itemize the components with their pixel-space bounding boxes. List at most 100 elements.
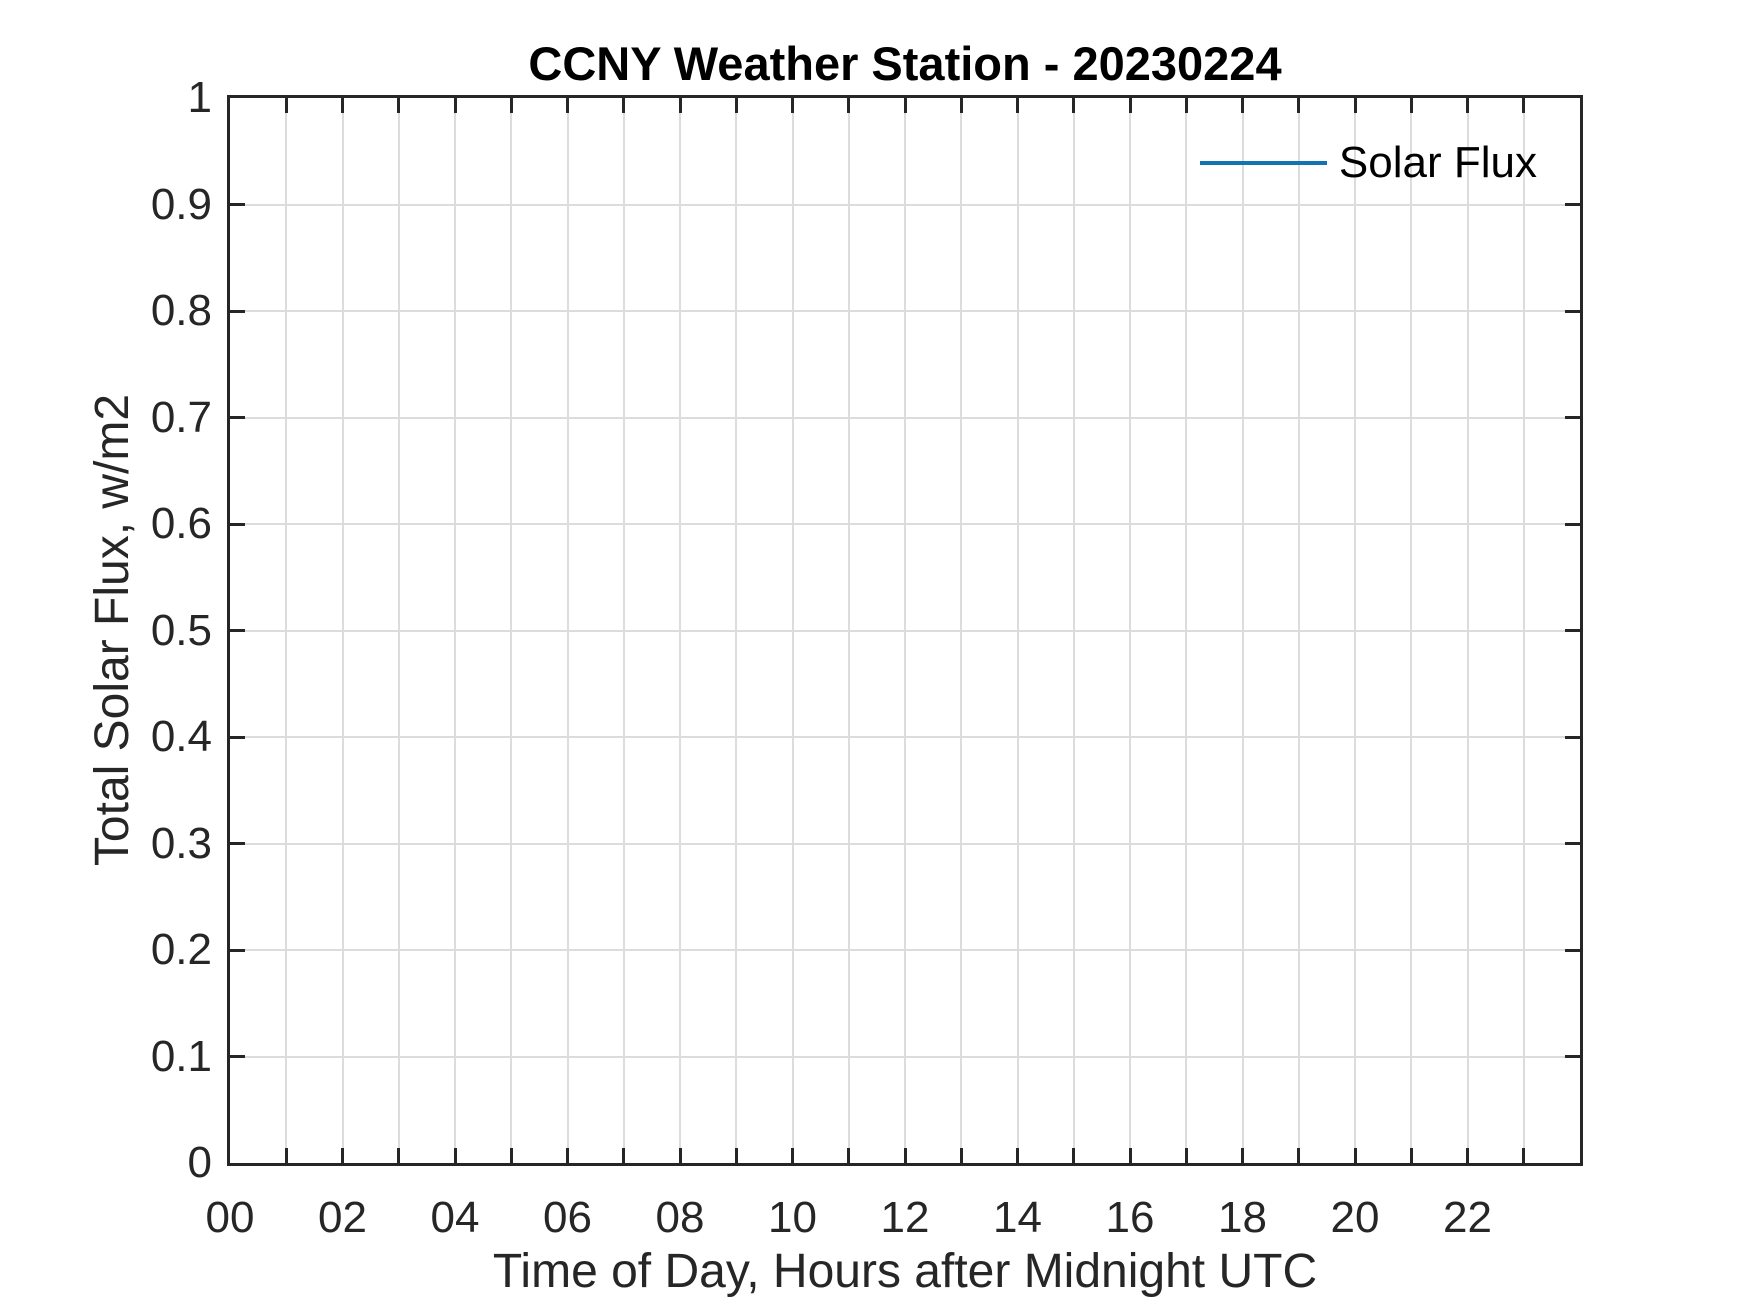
- y-tick-left: [230, 522, 245, 526]
- x-tick-bottom: [341, 1148, 344, 1163]
- x-tick-top: [678, 98, 682, 113]
- y-tick-left: [230, 842, 245, 845]
- chart-title: CCNY Weather Station - 20230224: [528, 37, 1282, 90]
- y-tick-right: [1565, 522, 1580, 526]
- x-tick-bottom: [1466, 1148, 1469, 1163]
- x-tick-label: 00: [205, 1193, 255, 1242]
- y-tick-label: 0: [187, 1138, 212, 1187]
- y-gridline: [230, 310, 1580, 312]
- x-tick-top: [453, 98, 457, 113]
- y-tick-right: [1565, 1055, 1580, 1058]
- x-tick-bottom: [903, 1148, 907, 1163]
- x-tick-label: 06: [543, 1193, 592, 1242]
- plot-area: Solar Flux: [227, 95, 1583, 1166]
- legend-label: Solar Flux: [1338, 138, 1537, 187]
- x-tick-top: [566, 98, 569, 113]
- x-tick-top: [622, 98, 626, 113]
- y-tick-right: [1565, 842, 1580, 845]
- y-gridline: [230, 842, 1580, 845]
- x-tick-bottom: [1184, 1148, 1188, 1163]
- y-tick-right: [1565, 203, 1580, 206]
- y-tick-label: 0.4: [150, 712, 212, 761]
- y-gridline: [230, 203, 1580, 206]
- x-tick-label: 10: [768, 1193, 817, 1242]
- x-axis-label: Time of Day, Hours after Midnight UTC: [492, 1245, 1318, 1298]
- x-tick-label: 04: [430, 1193, 480, 1242]
- x-tick-bottom: [791, 1148, 794, 1163]
- y-tick-label: 0.5: [150, 605, 212, 655]
- y-tick-label: 1: [187, 73, 212, 122]
- legend: Solar Flux: [1199, 138, 1537, 187]
- x-tick-label: 12: [880, 1193, 930, 1242]
- x-tick-label: 08: [655, 1193, 705, 1242]
- x-tick-label: 02: [318, 1193, 367, 1242]
- x-tick-top: [1297, 98, 1301, 113]
- y-gridline: [230, 523, 1580, 525]
- x-tick-top: [397, 98, 401, 113]
- x-tick-top: [1016, 98, 1019, 113]
- legend-line-sample: [1199, 161, 1327, 166]
- y-tick-label: 0.1: [150, 1031, 212, 1081]
- y-tick-label: 0.9: [150, 179, 212, 229]
- x-tick-label: 16: [1105, 1193, 1155, 1242]
- x-tick-top: [1522, 98, 1526, 113]
- x-tick-label: 20: [1330, 1193, 1380, 1242]
- y-tick-label: 0.7: [150, 392, 212, 442]
- y-tick-label: 0.3: [150, 818, 212, 868]
- x-tick-bottom: [284, 1148, 288, 1163]
- y-tick-right: [1565, 309, 1580, 313]
- x-tick-top: [509, 98, 513, 113]
- x-tick-bottom: [397, 1148, 401, 1163]
- x-tick-top: [1409, 98, 1413, 113]
- x-tick-label: 14: [993, 1193, 1042, 1242]
- y-tick-left: [230, 309, 245, 313]
- x-tick-bottom: [1353, 1148, 1357, 1163]
- x-tick-top: [734, 98, 738, 113]
- y-tick-right: [1565, 735, 1580, 739]
- x-tick-bottom: [1297, 1148, 1301, 1163]
- x-tick-bottom: [1072, 1148, 1076, 1163]
- x-tick-bottom: [453, 1148, 457, 1163]
- y-tick-left: [230, 948, 245, 952]
- y-gridline: [230, 629, 1580, 632]
- x-tick-bottom: [1409, 1148, 1413, 1163]
- x-tick-bottom: [566, 1148, 569, 1163]
- y-tick-label: 0.8: [150, 286, 212, 335]
- x-tick-bottom: [1241, 1148, 1244, 1163]
- x-tick-top: [847, 98, 851, 113]
- x-tick-top: [341, 98, 344, 113]
- x-tick-top: [1353, 98, 1357, 113]
- x-tick-bottom: [678, 1148, 682, 1163]
- x-tick-bottom: [959, 1148, 963, 1163]
- x-tick-top: [791, 98, 794, 113]
- y-tick-left: [230, 735, 245, 739]
- y-gridline: [230, 1055, 1580, 1058]
- x-tick-top: [1241, 98, 1244, 113]
- y-tick-right: [1565, 416, 1580, 419]
- x-tick-label: 22: [1443, 1193, 1492, 1242]
- x-tick-bottom: [1016, 1148, 1019, 1163]
- y-gridline: [230, 949, 1580, 951]
- x-tick-label: 18: [1218, 1193, 1267, 1242]
- x-tick-bottom: [734, 1148, 738, 1163]
- x-tick-bottom: [509, 1148, 513, 1163]
- x-tick-top: [284, 98, 288, 113]
- y-tick-label: 0.2: [150, 925, 212, 974]
- x-tick-top: [1072, 98, 1076, 113]
- x-tick-top: [1128, 98, 1132, 113]
- y-tick-right: [1565, 629, 1580, 632]
- x-tick-top: [1466, 98, 1469, 113]
- x-tick-bottom: [847, 1148, 851, 1163]
- y-tick-left: [230, 629, 245, 632]
- x-tick-bottom: [1522, 1148, 1526, 1163]
- y-gridline: [230, 416, 1580, 419]
- y-gridline: [230, 736, 1580, 738]
- x-tick-top: [1184, 98, 1188, 113]
- x-tick-top: [959, 98, 963, 113]
- x-tick-top: [903, 98, 907, 113]
- x-tick-bottom: [1128, 1148, 1132, 1163]
- y-tick-left: [230, 203, 245, 206]
- y-tick-left: [230, 1055, 245, 1058]
- y-tick-label: 0.6: [150, 499, 212, 548]
